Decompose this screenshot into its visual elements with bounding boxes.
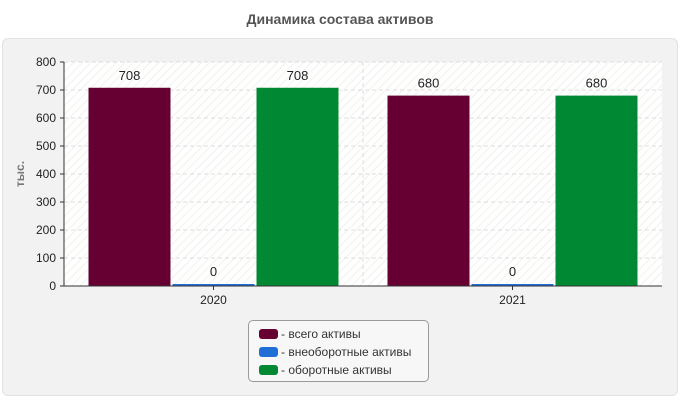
bar <box>172 284 255 286</box>
bar <box>555 95 638 286</box>
x-tick-label: 2021 <box>499 293 526 307</box>
data-label: 0 <box>509 264 516 279</box>
labels: 708 0 708 680 0 680 <box>119 68 608 279</box>
axes: 0 100 200 300 400 500 600 700 800 2020 2021 <box>36 55 662 307</box>
legend-item: - оборотные активы <box>259 361 428 379</box>
bar <box>471 284 554 286</box>
legend-swatch <box>259 329 278 339</box>
bar <box>88 87 171 286</box>
legend-swatch <box>259 347 278 357</box>
data-label: 680 <box>418 76 440 91</box>
legend-label: - оборотные активы <box>281 363 392 377</box>
y-tick-label: 800 <box>36 55 56 69</box>
y-tick-label: 600 <box>36 111 56 125</box>
x-tick-label: 2020 <box>200 293 227 307</box>
data-label: 680 <box>586 76 608 91</box>
legend: - всего активы - внеоборотные активы - о… <box>248 320 429 382</box>
data-label: 708 <box>287 68 309 83</box>
y-tick-label: 0 <box>49 279 56 293</box>
legend-swatch <box>259 365 278 375</box>
data-label: 0 <box>210 264 217 279</box>
y-tick-label: 300 <box>36 195 56 209</box>
legend-item: - всего активы <box>259 325 428 343</box>
chart-title: Динамика состава активов <box>246 11 434 27</box>
bar <box>387 95 470 286</box>
bars <box>88 87 638 286</box>
data-label: 708 <box>119 68 141 83</box>
y-tick-label: 400 <box>36 167 56 181</box>
legend-item: - внеоборотные активы <box>259 343 428 361</box>
y-tick-label: 100 <box>36 251 56 265</box>
legend-label: - внеоборотные активы <box>281 345 412 359</box>
legend-label: - всего активы <box>281 327 361 341</box>
y-tick-label: 500 <box>36 139 56 153</box>
y-axis-label: тыс. <box>13 161 27 187</box>
y-tick-label: 200 <box>36 223 56 237</box>
y-tick-label: 700 <box>36 83 56 97</box>
bar <box>256 87 339 286</box>
